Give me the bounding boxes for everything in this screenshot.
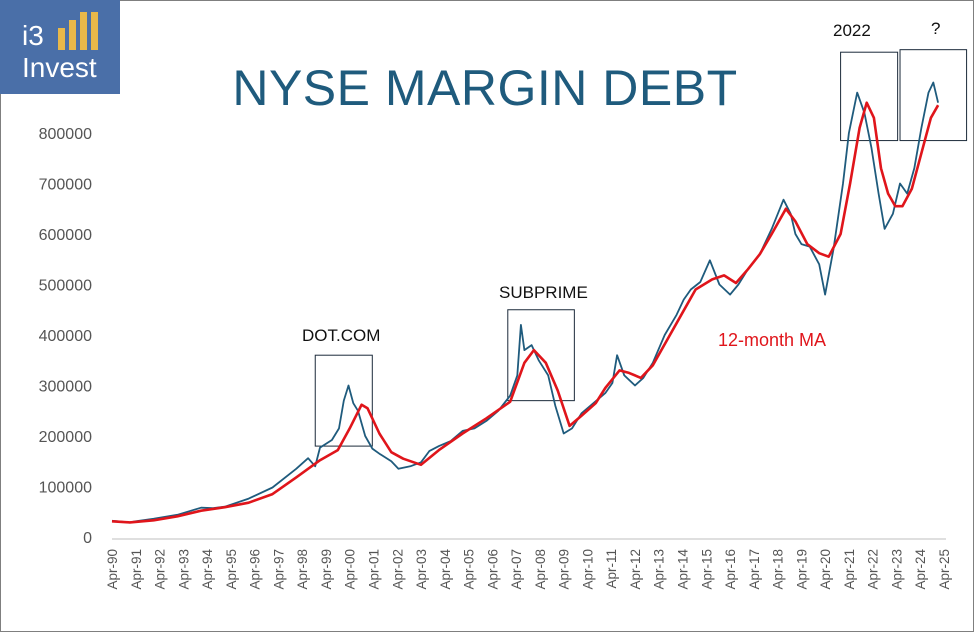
x-tick-label: Apr-07	[509, 549, 524, 590]
series-line-12-month-ma	[111, 101, 940, 524]
y-tick-label: 800000	[39, 126, 92, 143]
x-tick-label: Apr-09	[557, 549, 572, 590]
x-tick-label: Apr-13	[652, 549, 667, 590]
x-tick-label: Apr-99	[319, 549, 334, 590]
x-tick-label: Apr-04	[438, 549, 453, 590]
y-tick-label: 0	[83, 530, 92, 547]
x-tick-label: Apr-14	[676, 549, 691, 590]
series-label-ma: 12-month MA	[718, 330, 827, 350]
x-tick-label: Apr-91	[129, 549, 144, 590]
x-tick-label: Apr-18	[771, 549, 786, 590]
y-axis: 0 100000 200000 300000 400000 500000 600000 700…	[39, 126, 92, 547]
x-tick-label: Apr-21	[842, 549, 857, 590]
x-tick-label: Apr-24	[913, 549, 928, 590]
annotation-box	[314, 354, 373, 447]
logo: i3 Invest	[0, 0, 120, 94]
x-tick-label: Apr-10	[580, 549, 595, 590]
x-tick-label: Apr-22	[866, 549, 881, 590]
x-tick-label: Apr-17	[747, 549, 762, 590]
x-tick-label: Apr-16	[723, 549, 738, 590]
x-tick-label: Apr-20	[818, 549, 833, 590]
x-tick-label: Apr-08	[533, 549, 548, 590]
annotation-label-dotcom: DOT.COM	[302, 326, 381, 345]
annotation-label-question: ?	[931, 19, 941, 38]
x-tick-label: Apr-23	[889, 549, 904, 590]
x-tick-label: Apr-94	[200, 549, 215, 590]
x-tick-label: Apr-03	[414, 549, 429, 590]
x-tick-label: Apr-02	[390, 549, 405, 590]
logo-text-invest: Invest	[22, 52, 97, 83]
annotation-label-2022: 2022	[833, 21, 871, 40]
x-tick-label: Apr-15	[699, 549, 714, 590]
y-tick-label: 600000	[39, 227, 92, 244]
x-tick-label: Apr-19	[794, 549, 809, 590]
x-tick-label: Apr-25	[937, 549, 952, 590]
y-tick-label: 200000	[39, 429, 92, 446]
x-tick-label: Apr-98	[295, 549, 310, 590]
x-tick-label: Apr-00	[343, 549, 358, 590]
annotation-label-subprime: SUBPRIME	[499, 283, 588, 302]
x-tick-label: Apr-95	[224, 549, 239, 590]
y-tick-label: 400000	[39, 328, 92, 345]
bar-chart-icon	[58, 12, 98, 50]
y-tick-label: 700000	[39, 177, 92, 194]
logo-text-i3: i3	[22, 20, 44, 51]
x-tick-label: Apr-90	[105, 549, 120, 590]
x-tick-label: Apr-12	[628, 549, 643, 590]
x-tick-label: Apr-11	[604, 549, 619, 589]
x-tick-label: Apr-97	[271, 549, 286, 590]
x-tick-label: Apr-96	[248, 549, 263, 590]
y-tick-label: 500000	[39, 278, 92, 295]
series-lines	[111, 81, 940, 524]
annotation-box	[899, 49, 968, 142]
x-tick-label: Apr-01	[366, 549, 381, 590]
x-tick-label: Apr-92	[153, 549, 168, 590]
x-tick-label: Apr-93	[176, 549, 191, 590]
x-tick-label: Apr-05	[462, 549, 477, 590]
annotation-box	[507, 309, 575, 402]
y-tick-label: 100000	[39, 480, 92, 497]
x-axis: Apr-90 Apr-91 Apr-92 Apr-93 Apr-94 Apr-95 Apr-…	[105, 538, 952, 590]
x-tick-label: Apr-06	[485, 549, 500, 590]
y-tick-label: 300000	[39, 379, 92, 396]
chart-title: NYSE MARGIN DEBT	[232, 60, 738, 116]
